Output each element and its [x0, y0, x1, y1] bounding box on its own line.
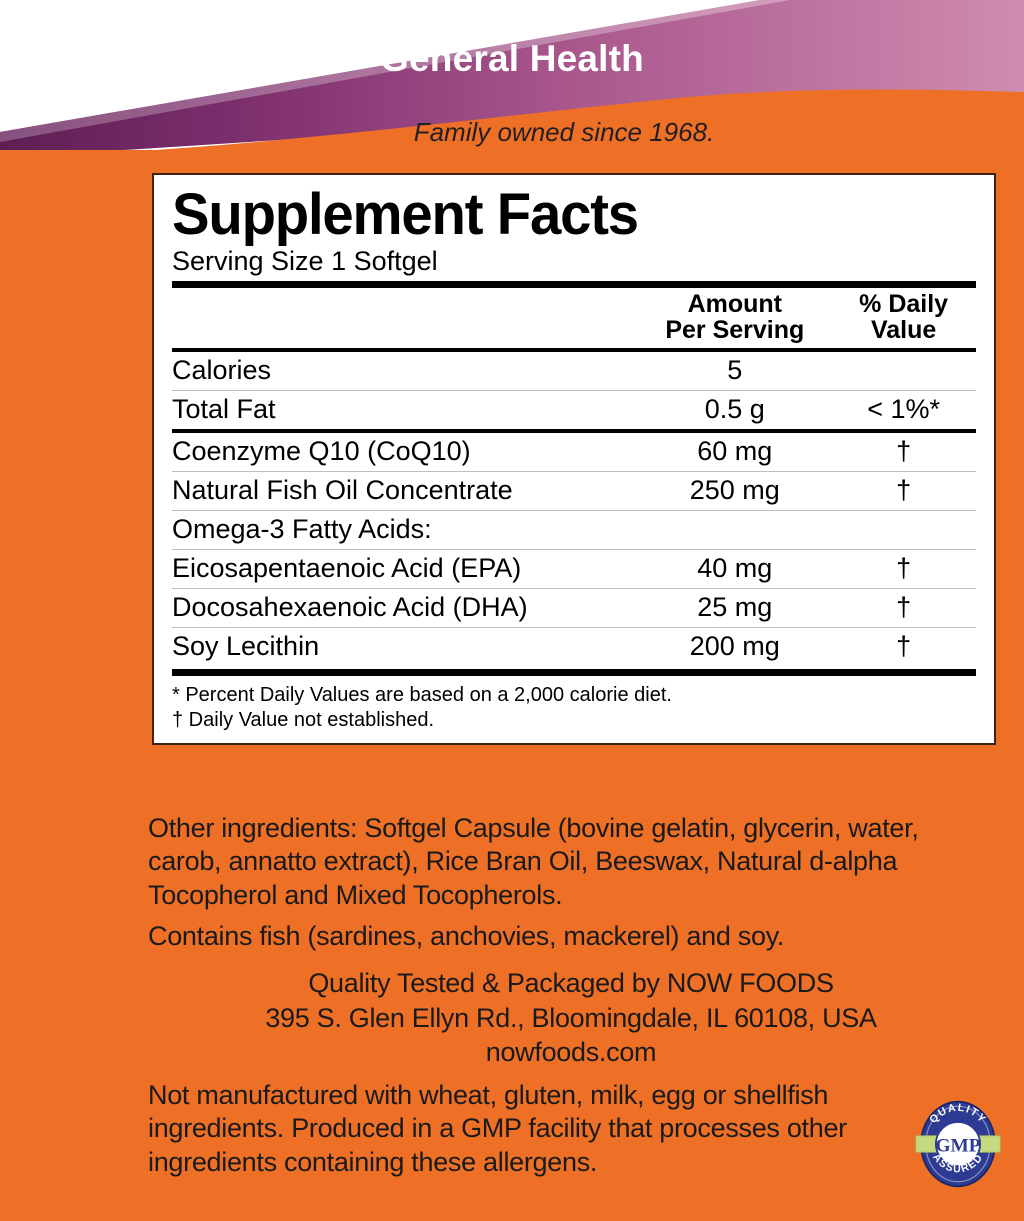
- row-label: Docosahexaenoic Acid (DHA): [172, 587, 639, 628]
- brand-tagline: Family owned since 1968.: [413, 117, 715, 147]
- divider-thick-top: [172, 281, 976, 289]
- footnote-dagger: † Daily Value not established.: [172, 708, 435, 731]
- row-amount: 0.5 g: [638, 389, 832, 431]
- table-row: Omega-3 Fatty Acids:: [172, 509, 976, 550]
- header-amount-line2: Per Serving: [665, 316, 805, 345]
- table-row: Soy Lecithin 200 mg †: [172, 626, 976, 666]
- row-amount: 200 mg: [638, 626, 832, 666]
- row-daily-value: [831, 347, 976, 391]
- supplement-facts-table: Amount Per Serving % Daily Value Calorie…: [172, 288, 976, 666]
- row-amount: 60 mg: [638, 428, 832, 472]
- contains-allergen-text: Contains fish (sardines, anchovies, mack…: [148, 921, 785, 951]
- header-spacer: [172, 288, 638, 350]
- supplement-facts-title: Supplement Facts: [172, 182, 639, 247]
- row-amount: 40 mg: [638, 548, 832, 589]
- table-row: Natural Fish Oil Concentrate 250 mg †: [172, 470, 976, 511]
- row-label: Natural Fish Oil Concentrate: [172, 470, 639, 511]
- header-daily-value: % Daily Value: [831, 288, 976, 350]
- row-label: Total Fat: [172, 389, 639, 431]
- supplement-facts-panel: Supplement Facts Serving Size 1 Softgel …: [152, 173, 996, 745]
- row-daily-value: [831, 509, 976, 550]
- footnote-percent-daily-value: * Percent Daily Values are based on a 2,…: [172, 683, 672, 706]
- other-ingredients-text: Other ingredients: Softgel Capsule (bovi…: [148, 813, 919, 910]
- serving-size: Serving Size 1 Softgel: [172, 246, 438, 277]
- footnotes: * Percent Daily Values are based on a 2,…: [172, 676, 976, 733]
- row-amount: 25 mg: [638, 587, 832, 628]
- table-row: Calories 5: [172, 347, 976, 391]
- row-label: Eicosapentaenoic Acid (EPA): [172, 548, 639, 589]
- row-amount: 250 mg: [638, 470, 832, 511]
- header-dv-line2: Value: [870, 316, 937, 345]
- gmp-center-text: GMP: [935, 1135, 980, 1156]
- row-daily-value: †: [831, 626, 976, 666]
- header-dv-line1: % Daily: [859, 290, 949, 319]
- row-daily-value: †: [831, 587, 976, 628]
- company-website: nowfoods.com: [485, 1037, 657, 1068]
- row-daily-value: †: [831, 548, 976, 589]
- row-amount: [638, 509, 832, 550]
- row-label: Calories: [172, 347, 639, 391]
- company-street-line: 395 S. Glen Ellyn Rd., Bloomingdale, IL …: [265, 1002, 877, 1033]
- manufacturing-allergen-text: Not manufactured with wheat, gluten, mil…: [148, 1080, 847, 1177]
- row-daily-value: †: [831, 470, 976, 511]
- row-label: Coenzyme Q10 (CoQ10): [172, 428, 639, 472]
- page-title: General Health: [380, 38, 644, 79]
- header-amount-per-serving: Amount Per Serving: [638, 288, 831, 350]
- divider-thick-bottom: [172, 668, 976, 676]
- gmp-quality-assured-seal-icon: GMP QUALITY ASSURED: [912, 1098, 1004, 1190]
- row-daily-value: †: [831, 428, 976, 472]
- table-row: Coenzyme Q10 (CoQ10) 60 mg †: [172, 428, 976, 472]
- row-daily-value: < 1%*: [831, 389, 976, 431]
- company-address-block: Quality Tested & Packaged by NOW FOODS 3…: [148, 966, 994, 1070]
- table-row: Total Fat 0.5 g < 1%*: [172, 389, 976, 431]
- table-row: Eicosapentaenoic Acid (EPA) 40 mg †: [172, 548, 976, 589]
- header-amount-line1: Amount: [687, 290, 782, 319]
- company-name-line: Quality Tested & Packaged by NOW FOODS: [308, 968, 834, 998]
- table-header-row: Amount Per Serving % Daily Value: [172, 288, 976, 350]
- row-label: Soy Lecithin: [172, 626, 639, 666]
- table-row: Docosahexaenoic Acid (DHA) 25 mg †: [172, 587, 976, 628]
- row-amount: 5: [638, 347, 832, 391]
- row-label: Omega-3 Fatty Acids:: [172, 509, 639, 550]
